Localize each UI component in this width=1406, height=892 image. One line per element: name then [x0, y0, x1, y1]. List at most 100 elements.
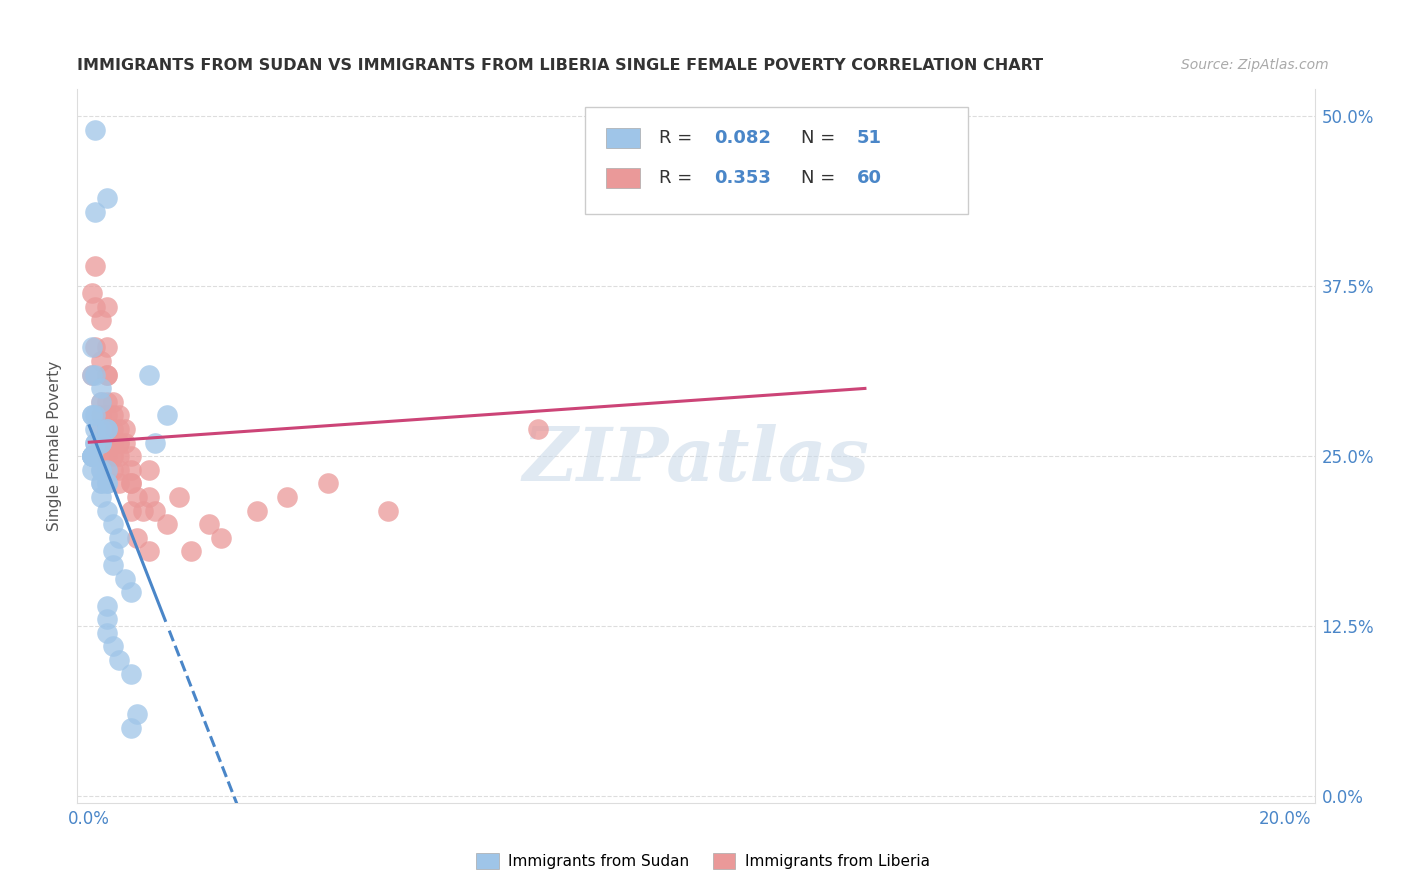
- Point: [84, 123, 107, 137]
- Text: R =: R =: [659, 169, 697, 187]
- Point: [82, 449, 104, 463]
- Point: [143, 503, 166, 517]
- Point: [132, 503, 155, 517]
- Point: [103, 544, 125, 558]
- Point: [96, 435, 118, 450]
- Text: Source: ZipAtlas.com: Source: ZipAtlas.com: [1181, 58, 1329, 72]
- Point: [108, 476, 131, 491]
- Point: [90, 354, 112, 368]
- Point: [96, 422, 118, 436]
- Point: [103, 449, 125, 463]
- Point: [103, 449, 125, 463]
- Point: [82, 409, 104, 423]
- Point: [96, 422, 118, 436]
- Point: [90, 394, 112, 409]
- Point: [108, 409, 131, 423]
- Point: [276, 490, 298, 504]
- Point: [82, 286, 104, 301]
- Point: [108, 422, 131, 436]
- Point: [90, 381, 112, 395]
- Text: 51: 51: [856, 128, 882, 146]
- Point: [96, 341, 118, 355]
- Point: [90, 490, 112, 504]
- Point: [96, 300, 118, 314]
- Point: [96, 368, 118, 382]
- Text: N =: N =: [801, 128, 841, 146]
- Point: [96, 599, 118, 613]
- Point: [114, 435, 136, 450]
- Point: [526, 422, 548, 436]
- Point: [90, 476, 112, 491]
- Point: [209, 531, 232, 545]
- Point: [108, 531, 131, 545]
- Point: [103, 640, 125, 654]
- Point: [127, 531, 149, 545]
- Point: [96, 394, 118, 409]
- FancyBboxPatch shape: [606, 169, 640, 188]
- Point: [103, 409, 125, 423]
- Point: [120, 449, 142, 463]
- Point: [138, 368, 160, 382]
- Point: [82, 368, 104, 382]
- Text: N =: N =: [801, 169, 841, 187]
- Point: [120, 476, 142, 491]
- Point: [82, 409, 104, 423]
- Point: [103, 422, 125, 436]
- Point: [103, 435, 125, 450]
- Point: [82, 368, 104, 382]
- Point: [138, 544, 160, 558]
- Point: [114, 422, 136, 436]
- Point: [84, 300, 107, 314]
- Text: 0.082: 0.082: [714, 128, 772, 146]
- Point: [90, 435, 112, 450]
- Point: [108, 435, 131, 450]
- Point: [90, 476, 112, 491]
- Point: [90, 394, 112, 409]
- Point: [82, 449, 104, 463]
- Point: [82, 449, 104, 463]
- Point: [143, 435, 166, 450]
- Point: [108, 653, 131, 667]
- Point: [90, 313, 112, 327]
- Point: [84, 341, 107, 355]
- Point: [96, 612, 118, 626]
- Point: [90, 422, 112, 436]
- Point: [114, 572, 136, 586]
- Point: [82, 341, 104, 355]
- Point: [127, 490, 149, 504]
- Point: [127, 707, 149, 722]
- Point: [120, 476, 142, 491]
- Point: [90, 463, 112, 477]
- Point: [90, 435, 112, 450]
- Point: [138, 490, 160, 504]
- Text: ZIPatlas: ZIPatlas: [523, 424, 869, 497]
- FancyBboxPatch shape: [606, 128, 640, 148]
- Point: [84, 368, 107, 382]
- Text: 0.353: 0.353: [714, 169, 772, 187]
- Point: [82, 449, 104, 463]
- Point: [96, 476, 118, 491]
- Point: [84, 409, 107, 423]
- Point: [96, 449, 118, 463]
- Point: [138, 463, 160, 477]
- Point: [90, 409, 112, 423]
- Text: R =: R =: [659, 128, 697, 146]
- Point: [120, 721, 142, 735]
- Point: [84, 259, 107, 273]
- Point: [90, 463, 112, 477]
- Point: [120, 463, 142, 477]
- Point: [246, 503, 269, 517]
- Point: [103, 435, 125, 450]
- Y-axis label: Single Female Poverty: Single Female Poverty: [46, 361, 62, 531]
- Point: [96, 503, 118, 517]
- Point: [96, 422, 118, 436]
- Point: [96, 626, 118, 640]
- Point: [103, 558, 125, 572]
- Point: [96, 476, 118, 491]
- Point: [103, 394, 125, 409]
- Point: [156, 409, 179, 423]
- Point: [318, 476, 340, 491]
- Point: [198, 517, 221, 532]
- Point: [96, 368, 118, 382]
- Point: [82, 463, 104, 477]
